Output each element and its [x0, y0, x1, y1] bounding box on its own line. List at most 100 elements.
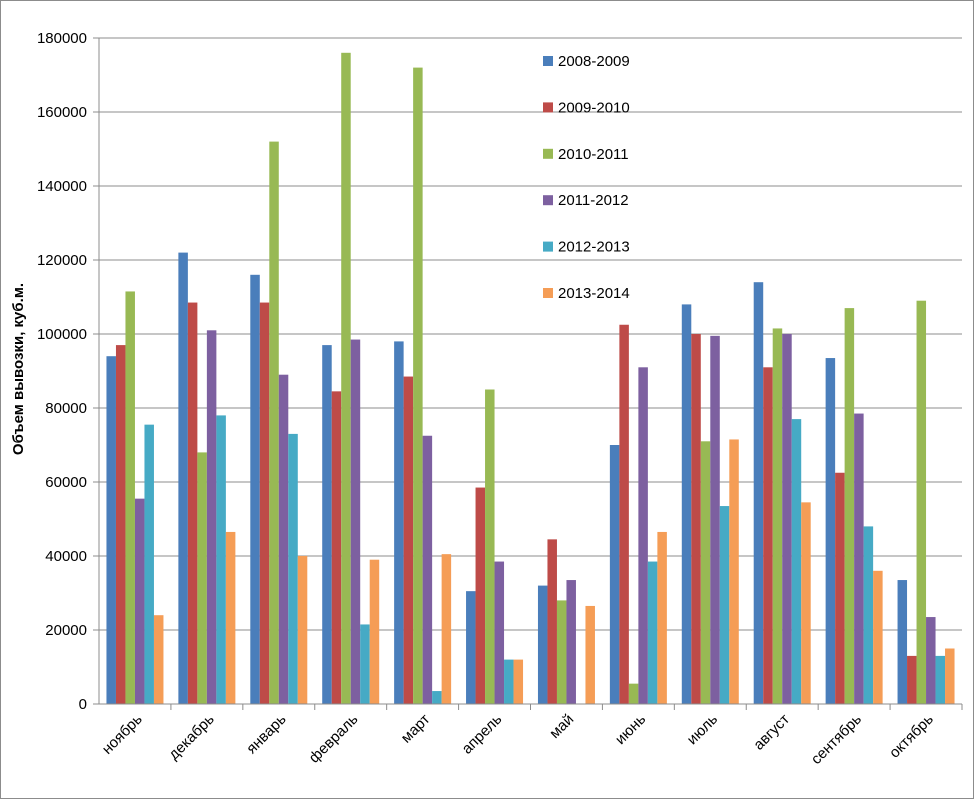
bar [772, 328, 783, 704]
bar [403, 376, 414, 704]
legend-label: 2009-2010 [558, 99, 630, 116]
legend-label: 2013-2014 [558, 285, 630, 302]
bar [341, 52, 351, 705]
legend: 2008-2009 2009-2010 2010-2011 2011-2012 2012… [543, 53, 630, 302]
bar [350, 339, 361, 704]
bar [115, 345, 126, 704]
bar [926, 617, 936, 704]
bar [863, 526, 874, 704]
bar [566, 580, 576, 704]
bar [916, 300, 927, 704]
y-tick-label: 140000 [37, 178, 87, 195]
bar [225, 531, 236, 704]
bar [475, 487, 486, 704]
legend-swatch [543, 102, 553, 113]
bar [504, 659, 514, 704]
bar [782, 334, 792, 704]
bar [432, 691, 442, 704]
bar [422, 435, 433, 704]
bar [494, 561, 505, 704]
bar [897, 580, 908, 704]
legend-label: 2008-2009 [558, 53, 630, 70]
x-tick-label: июль [684, 711, 722, 749]
bar [485, 389, 495, 704]
x-tick-label: январь [243, 711, 290, 758]
bar [394, 341, 404, 704]
bar [144, 424, 154, 704]
y-tick-label: 60000 [45, 474, 87, 491]
legend-swatch [543, 241, 553, 252]
x-tick-label: сентябрь [808, 711, 865, 768]
axes [98, 38, 963, 710]
bar [269, 141, 279, 705]
bar [710, 335, 720, 704]
bar [125, 291, 135, 704]
bar [250, 274, 260, 704]
bar [360, 624, 370, 704]
bar [288, 433, 298, 704]
x-tick-label: декабрь [165, 711, 218, 764]
bar [441, 554, 452, 704]
y-tick-label: 20000 [45, 622, 87, 639]
y-tick-label: 120000 [37, 252, 87, 269]
bar [647, 561, 658, 704]
legend-swatch [543, 195, 553, 206]
bar [609, 445, 620, 704]
y-tick-labels: 0 20000 40000 60000 80000 100000 120000 140000 1… [37, 30, 87, 713]
bar [619, 324, 629, 704]
bar [297, 556, 308, 704]
x-tick-label: июнь [612, 711, 649, 748]
grid [93, 37, 962, 705]
bar [691, 334, 701, 704]
x-tick-label: май [546, 711, 577, 742]
bar [134, 498, 145, 704]
y-tick-label: 0 [79, 696, 87, 713]
bar [628, 683, 639, 704]
bar [935, 655, 946, 704]
bar [801, 502, 811, 704]
bar [835, 472, 845, 704]
y-tick-label: 160000 [37, 104, 87, 121]
x-tick-label: март [398, 711, 434, 747]
bar [259, 302, 270, 704]
bar [700, 441, 711, 704]
bar [729, 439, 739, 704]
bar [873, 570, 883, 704]
bar [466, 591, 476, 704]
legend-label: 2010-2011 [558, 146, 629, 163]
bar [369, 559, 380, 704]
bar [322, 345, 332, 704]
bar [763, 367, 773, 704]
bar [331, 391, 342, 704]
x-tick-label: ноябрь [99, 711, 146, 758]
bar [153, 615, 164, 704]
x-tick-label: апрель [459, 711, 506, 758]
bar [907, 655, 917, 704]
bar [719, 506, 730, 704]
bar [547, 539, 557, 704]
bar [206, 330, 217, 704]
x-tick-labels: ноябрь декабрь январь февраль март апрель май и… [99, 711, 937, 768]
bar [791, 419, 802, 704]
x-tick-label: октябрь [886, 711, 937, 762]
bar [178, 252, 188, 704]
bar [106, 356, 116, 704]
y-tick-label: 40000 [45, 548, 87, 565]
y-axis-label: Объем вывозки, куб.м. [10, 283, 27, 455]
bar [216, 415, 226, 704]
legend-swatch [543, 148, 553, 159]
bar [844, 308, 855, 704]
legend-swatch [543, 288, 553, 298]
y-tick-label: 80000 [45, 400, 87, 417]
bar [854, 413, 864, 704]
bar [825, 358, 836, 704]
bars [106, 52, 955, 705]
bar [413, 67, 423, 705]
bar [537, 585, 548, 704]
bar [187, 302, 198, 704]
bar [278, 374, 289, 704]
y-tick-label: 180000 [37, 30, 87, 47]
bar [197, 452, 207, 704]
